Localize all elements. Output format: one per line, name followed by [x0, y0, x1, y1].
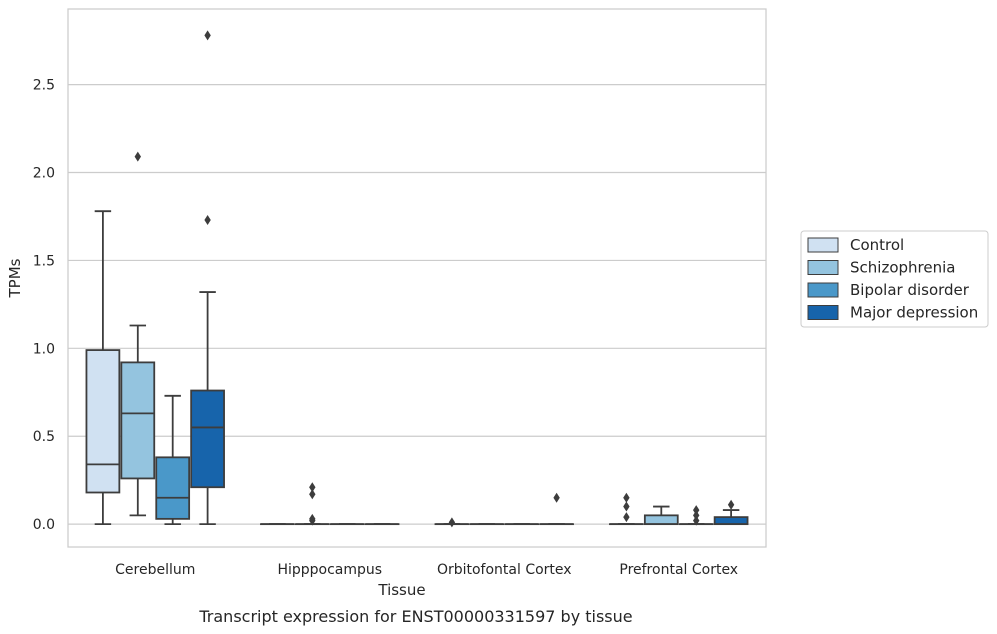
box — [120, 361, 156, 480]
box-plots — [85, 30, 749, 528]
outlier-point — [553, 492, 560, 503]
legend: Control Schizophrenia Bipolar disorder Majo… — [800, 230, 989, 328]
box-group — [120, 151, 156, 517]
outlier-point — [309, 482, 316, 493]
outlier-point — [204, 214, 211, 225]
outlier-point — [448, 517, 456, 528]
legend-swatch — [807, 282, 839, 298]
box — [190, 389, 225, 489]
legend-frame — [800, 230, 989, 328]
y-tick-label: 2.5 — [33, 78, 55, 94]
legend-swatch — [807, 305, 839, 320]
y-tick-labels: 0.0 0.5 1.0 1.5 2.0 2.5 — [33, 78, 55, 534]
legend-label: Bipolar disorder — [850, 281, 970, 299]
outlier-point — [623, 492, 630, 503]
outlier-point — [693, 515, 700, 526]
outlier-point — [623, 512, 630, 523]
x-tick-labels: Cerebellum Hipppocampus Orbitofontal Corte… — [115, 562, 738, 578]
y-tick-label: 0.0 — [33, 517, 55, 533]
y-tick-label: 2.0 — [33, 166, 55, 182]
x-tick-label: Cerebellum — [115, 562, 195, 578]
outlier-point — [623, 501, 630, 512]
legend-swatch — [807, 237, 839, 253]
y-tick-label: 0.5 — [33, 429, 55, 445]
outlier-point — [309, 513, 316, 524]
box-group — [643, 505, 679, 526]
box-group — [85, 210, 121, 526]
x-axis-label: Tissue — [377, 581, 425, 599]
outlier-point — [134, 151, 141, 162]
box-group — [294, 482, 330, 526]
chart-caption: Transcript expression for ENST0000033159… — [198, 607, 632, 626]
outlier-point — [309, 489, 316, 500]
legend-label: Control — [850, 236, 904, 254]
box — [155, 456, 191, 520]
outlier-point — [693, 505, 700, 516]
outlier-point — [204, 30, 211, 41]
x-tick-label: Prefrontal Cortex — [619, 562, 738, 578]
box-group — [609, 492, 644, 526]
box — [713, 516, 749, 526]
legend-label: Schizophrenia — [850, 259, 955, 277]
box-group — [190, 30, 225, 526]
y-axis-label: TPMs — [6, 258, 24, 298]
box-group — [678, 505, 714, 526]
legend-label: Major depression — [850, 304, 978, 322]
box-group — [434, 517, 470, 528]
box — [643, 514, 679, 526]
outlier-point — [727, 499, 735, 510]
y-tick-label: 1.0 — [33, 341, 55, 357]
box-group — [155, 394, 191, 526]
plot-frame — [67, 8, 767, 548]
y-tick-label: 1.5 — [33, 253, 55, 269]
box-group — [539, 492, 574, 526]
x-tick-label: Orbitofontal Cortex — [437, 562, 572, 578]
x-tick-label: Hipppocampus — [277, 562, 382, 578]
outlier-point — [693, 510, 700, 521]
legend-swatch — [807, 260, 839, 275]
box-group — [713, 499, 749, 526]
box — [85, 349, 121, 494]
